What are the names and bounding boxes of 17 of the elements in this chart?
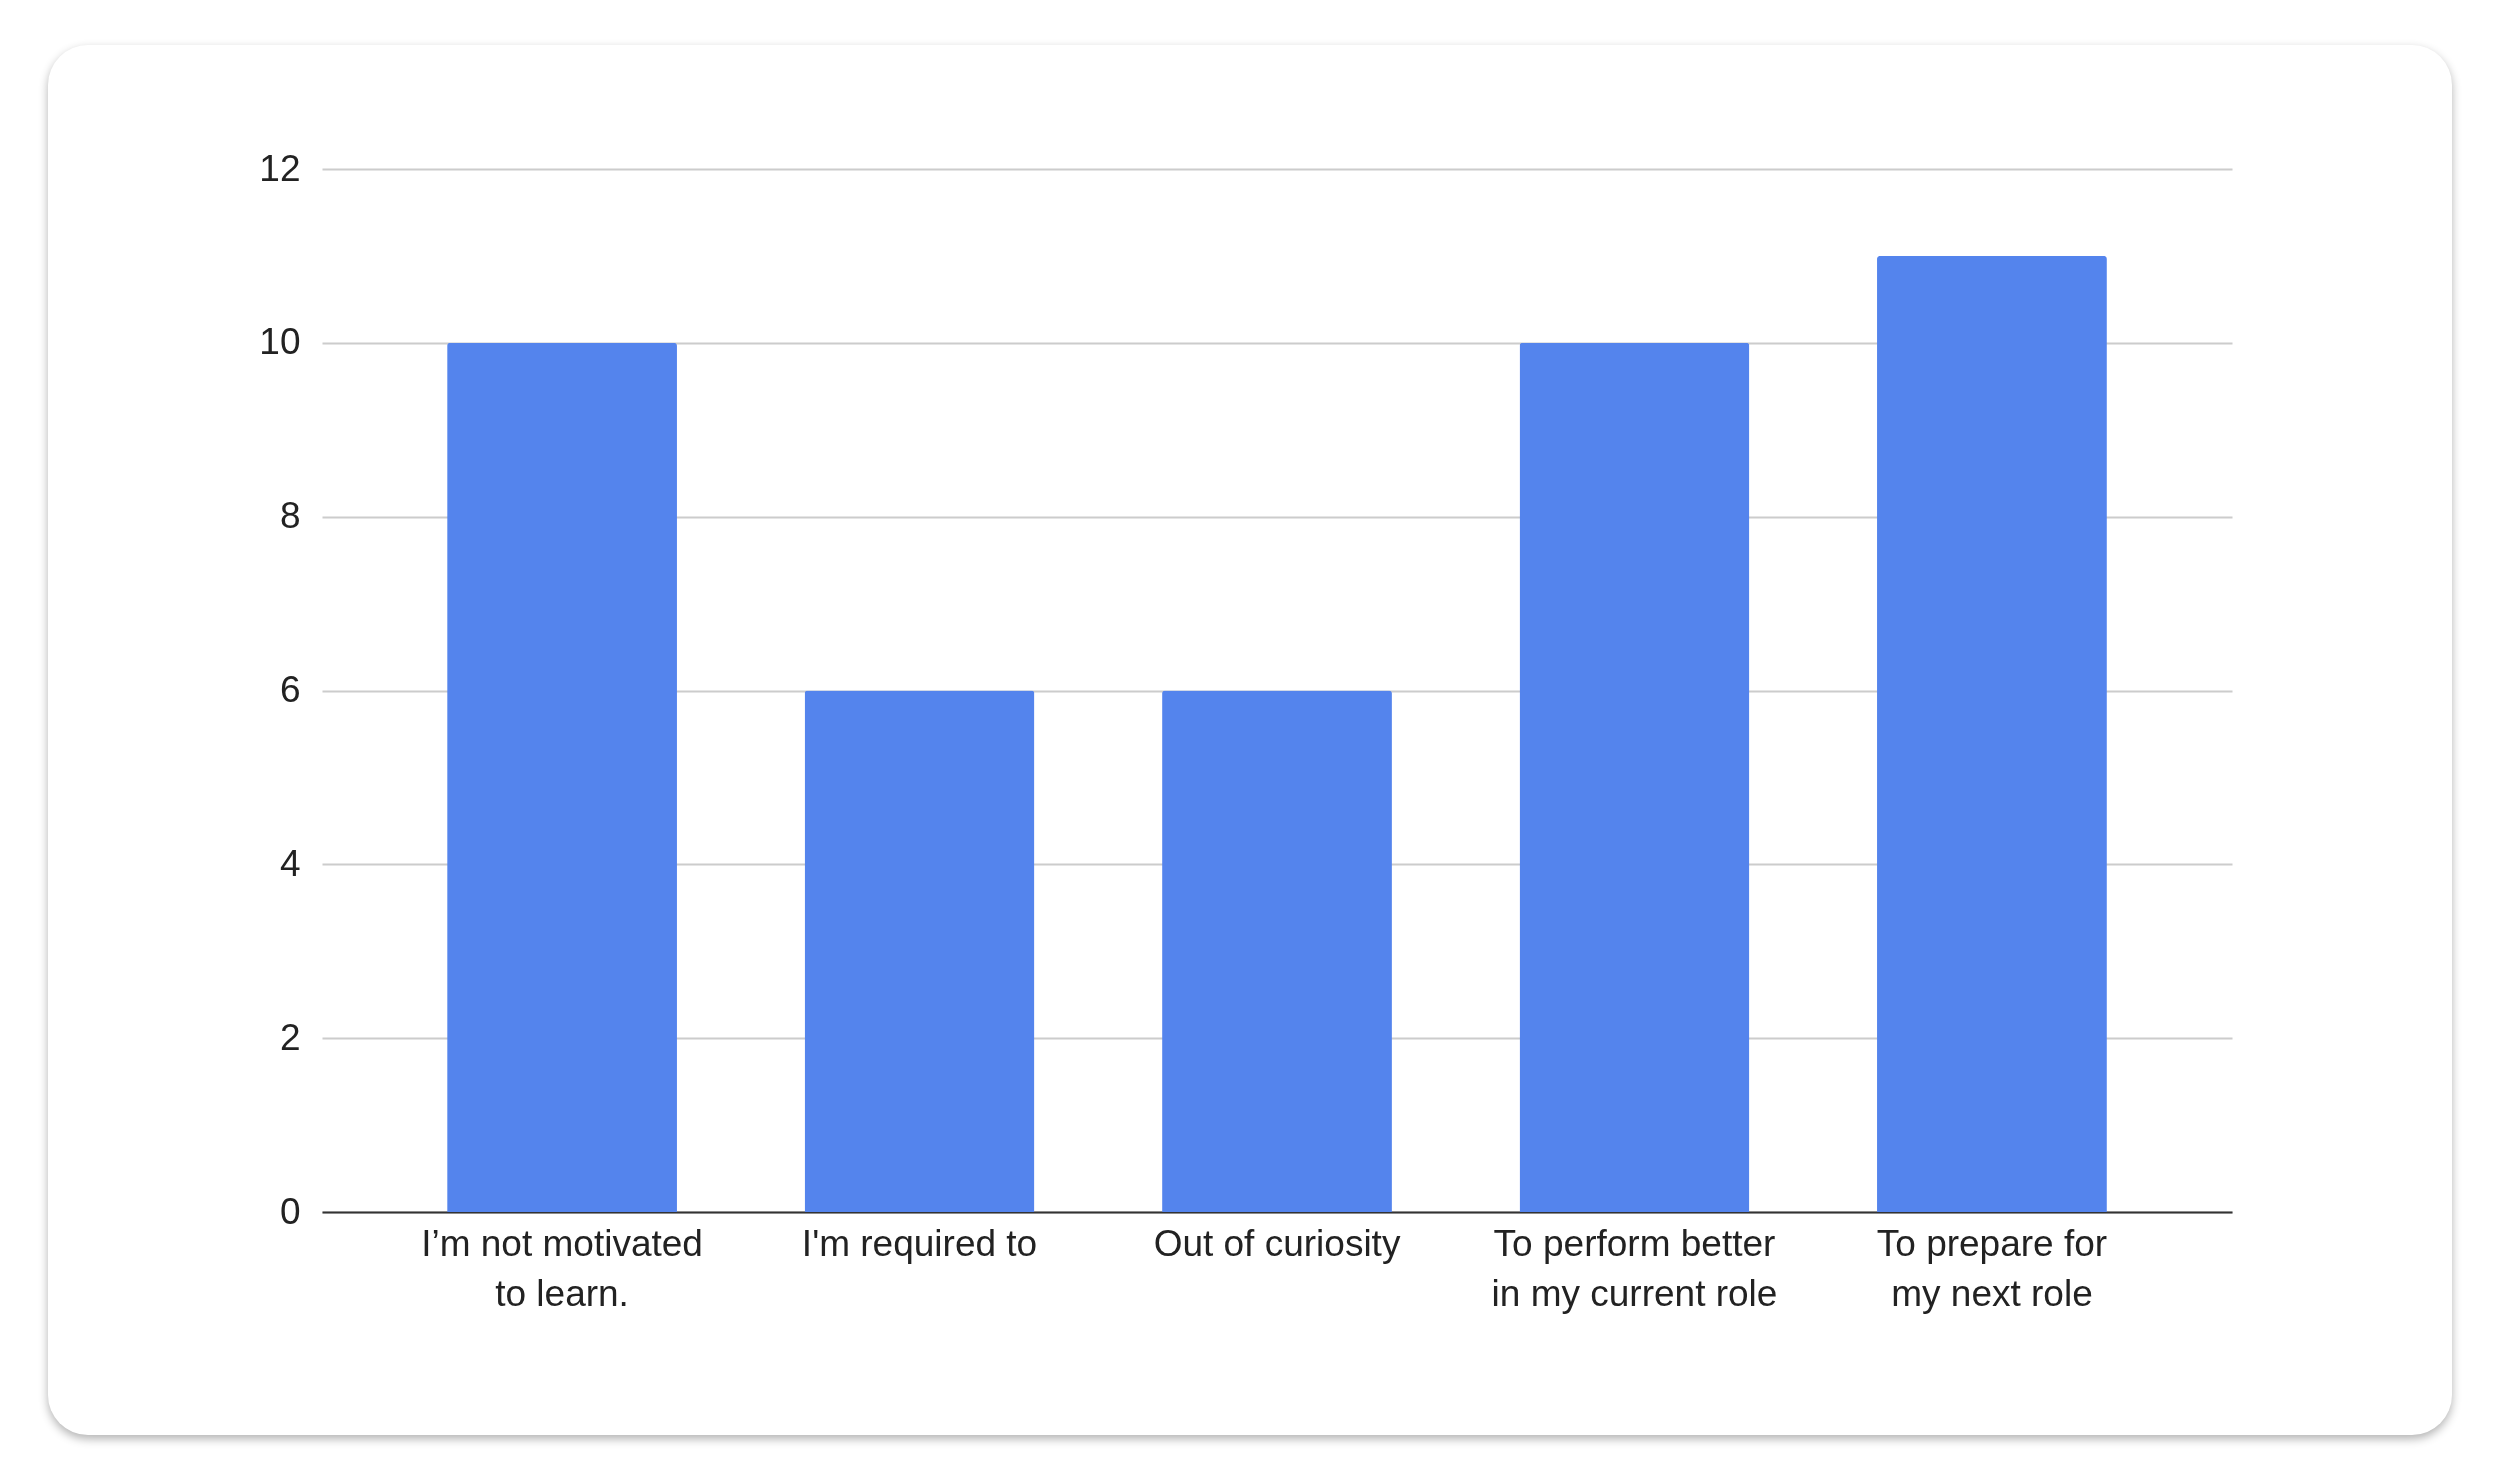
y-tick-label: 10 <box>259 321 301 363</box>
y-tick-label: 6 <box>279 669 301 710</box>
y-tick-label: 0 <box>279 1190 301 1232</box>
x-tick-label: To prepare for my next role <box>1876 1222 2108 1314</box>
bar <box>1162 690 1392 1212</box>
x-tick-label: Out of curiosity <box>1153 1222 1401 1264</box>
y-tick-label: 8 <box>279 495 301 537</box>
x-tick-label: I’m not motivated to learn. <box>421 1222 703 1314</box>
y-tick-label: 4 <box>279 842 301 884</box>
bar <box>804 690 1035 1212</box>
bar <box>447 342 677 1212</box>
x-tick-label: To perform better in my current role <box>1491 1222 1778 1314</box>
bar <box>1519 342 1750 1212</box>
bar <box>1877 255 2107 1212</box>
x-tick-label: I'm required to <box>801 1222 1038 1264</box>
y-tick-label: 12 <box>259 147 301 189</box>
y-tick-label: 2 <box>279 1016 301 1058</box>
